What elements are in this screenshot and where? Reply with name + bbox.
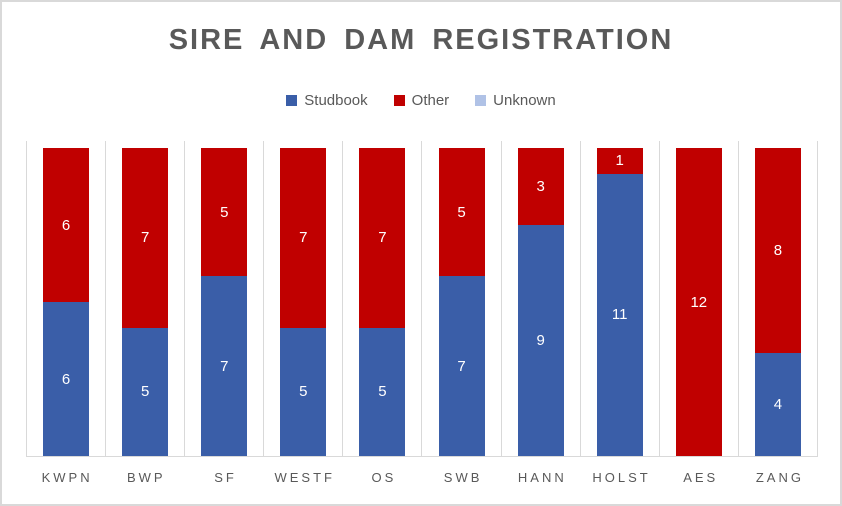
bar-segment-other: 5 — [438, 148, 485, 277]
legend-swatch-icon — [286, 95, 298, 106]
bar-segment-studbook: 7 — [201, 276, 248, 456]
legend-swatch-icon — [393, 95, 405, 106]
segment-data-label: 6 — [61, 216, 71, 234]
x-axis-label-westf: WESTF — [274, 470, 335, 485]
segment-data-label: 12 — [690, 293, 708, 311]
bar-segment-studbook: 11 — [596, 173, 643, 456]
bar-segment-studbook: 5 — [280, 327, 327, 456]
segment-data-label: 7 — [299, 229, 308, 247]
x-axis-label-hann: HANN — [517, 470, 567, 485]
bar-segment-other: 6 — [43, 148, 90, 302]
segment-data-label: 4 — [773, 396, 783, 414]
segment-data-label: 7 — [220, 357, 229, 375]
segment-data-label: 8 — [773, 242, 783, 260]
legend-swatch-icon — [475, 95, 487, 106]
legend-item-other: Other — [393, 92, 450, 109]
plot-area: 6 6 5 7 7 5 5 7 5 7 7 5 9 3 11 1 12 4 8 — [26, 141, 818, 457]
bar-segment-other: 7 — [122, 148, 169, 328]
x-axis-label-kwpn: KWPN — [41, 470, 93, 485]
segment-data-label: 3 — [536, 178, 545, 195]
bar-segment-studbook: 9 — [517, 225, 564, 456]
segment-data-label: 11 — [611, 306, 628, 324]
x-axis-label-sf: SF — [214, 470, 237, 485]
bar-segment-studbook: 5 — [122, 327, 169, 456]
segment-data-label: 5 — [299, 383, 308, 401]
stacked-bar: 12 — [675, 148, 722, 456]
segment-data-label: 7 — [140, 229, 150, 247]
bar-segment-studbook: 7 — [438, 276, 485, 456]
chart-title: SIRE AND DAM REGISTRATION — [168, 24, 674, 56]
segment-data-label: 9 — [536, 332, 545, 349]
bar-column-holst: 11 1 — [579, 141, 659, 456]
segment-data-label: 5 — [378, 383, 387, 401]
x-axis-label-zang: ZANG — [755, 470, 804, 485]
segment-data-label: 6 — [61, 370, 71, 388]
bar-segment-studbook: 6 — [43, 302, 90, 456]
segment-data-label: 7 — [457, 357, 466, 375]
segment-data-label: 1 — [615, 152, 624, 170]
bar-segment-other: 1 — [596, 148, 643, 174]
bar-segment-other: 8 — [754, 148, 801, 354]
segment-data-label: 5 — [457, 203, 466, 221]
bar-segment-other: 12 — [675, 148, 722, 456]
bar-segment-other: 3 — [517, 148, 564, 225]
bar-segment-other: 7 — [280, 148, 327, 328]
segment-data-label: 7 — [378, 229, 387, 247]
bar-segment-other: 5 — [201, 148, 248, 277]
bar-segment-studbook: 4 — [754, 353, 801, 456]
bar-column-aes: 12 — [658, 141, 738, 456]
x-axis-label-aes: AES — [683, 470, 719, 485]
bar-segment-studbook: 5 — [359, 327, 406, 456]
bar-segment-other: 7 — [359, 148, 406, 328]
x-axis-label-swb: SWB — [443, 470, 483, 485]
legend-item-unknown: Unknown — [475, 92, 556, 109]
legend-label: Other — [411, 92, 450, 109]
legend-item-studbook: Studbook — [286, 92, 368, 109]
x-axis-label-os: OS — [371, 470, 397, 485]
x-axis-label-holst: HOLST — [592, 470, 651, 485]
x-axis-label-bwp: BWP — [126, 470, 166, 485]
legend: Studbook Other Unknown — [2, 92, 840, 109]
segment-data-label: 5 — [220, 203, 229, 221]
x-axis-labels: KWPN BWP SF WESTF OS SWB HANN HOLST AES ZANG — [26, 468, 818, 488]
legend-label: Unknown — [493, 92, 556, 109]
segment-data-label: 5 — [140, 383, 150, 401]
stacked-bar: 11 1 — [596, 148, 643, 456]
legend-label: Studbook — [304, 92, 368, 109]
